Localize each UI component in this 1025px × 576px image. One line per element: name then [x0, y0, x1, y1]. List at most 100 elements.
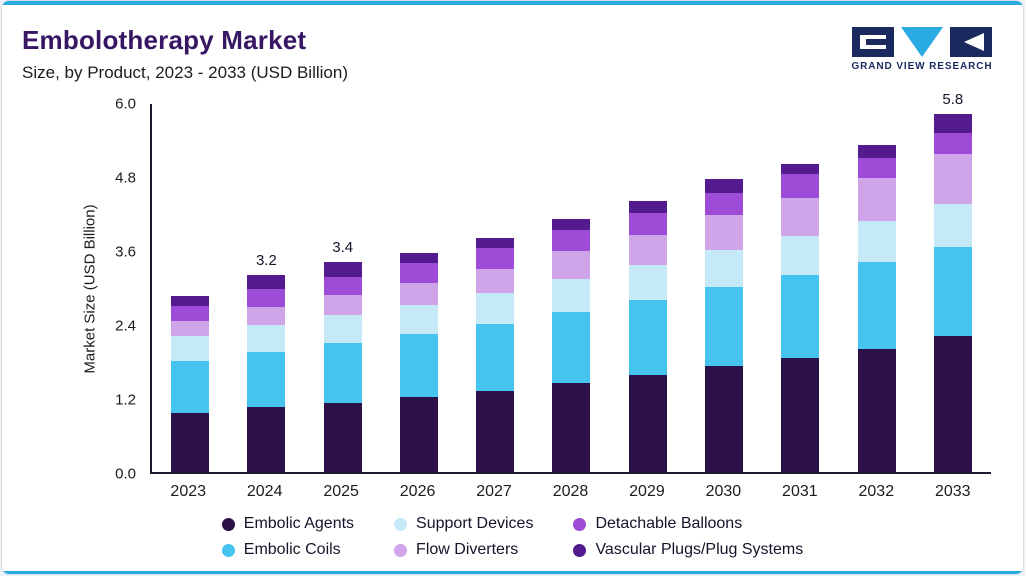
bar-segment-support-devices: [552, 278, 591, 312]
bar-stack: [933, 114, 972, 472]
legend-label: Embolic Coils: [243, 541, 341, 558]
y-axis-title: Market Size (USD Billion): [81, 204, 99, 374]
bar-segment-embolic-agents: [857, 348, 896, 472]
x-tick-label-2033: 2033: [934, 483, 971, 500]
bar-total-label: 3.2: [255, 251, 277, 269]
bar-group-2025: 3.4: [305, 104, 381, 472]
bar-segment-detachable-balloons: [857, 157, 896, 178]
plot-area: 3.2 3.4 5.8: [150, 91, 991, 474]
x-tick-label-2032: 2032: [858, 483, 895, 500]
bar-segment-flow-diverters: [171, 320, 210, 337]
grand-view-research-logo: GRAND VIEW RESEARCH: [847, 27, 997, 72]
bar-segment-embolic-agents: [399, 396, 438, 472]
bar-segment-embolic-coils: [781, 274, 820, 358]
bar-segment-support-devices: [476, 293, 515, 324]
bar-segment-vascular-plugs-plug-systems: [171, 296, 210, 306]
bar-segment-vascular-plugs-plug-systems: [857, 145, 896, 158]
x-tick-label-2025: 2025: [323, 483, 359, 500]
legend-label: Support Devices: [416, 515, 534, 532]
bar-segment-embolic-agents: [628, 375, 667, 472]
x-tick-label-2027: 2027: [476, 483, 512, 500]
bar-stack: [628, 200, 667, 472]
bar-segment-embolic-agents: [933, 336, 972, 472]
bar-segment-detachable-balloons: [704, 192, 743, 216]
bar-segment-embolic-agents: [704, 365, 743, 472]
chart-header: Embolotherapy Market Size, by Product, 2…: [22, 25, 348, 83]
bar-group-2027: [457, 104, 533, 472]
bar-stack: [857, 145, 896, 472]
bar-segment-embolic-agents: [781, 357, 820, 472]
bar-group-2032: [838, 104, 914, 472]
bar-segment-flow-diverters: [552, 251, 591, 279]
bar-stack: [781, 163, 820, 472]
bar-segment-vascular-plugs-plug-systems: [628, 200, 667, 213]
legend-label: Flow Diverters: [416, 541, 519, 558]
legend-swatch-icon: [221, 543, 235, 557]
bar-segment-vascular-plugs-plug-systems: [399, 253, 438, 263]
bar-group-2030: [686, 104, 762, 472]
legend-grid: Embolic Agents Support Devices Detachable …: [221, 515, 803, 559]
legend-label: Vascular Plugs/Plug Systems: [595, 541, 804, 558]
legend-label: Embolic Agents: [243, 515, 355, 532]
legend-swatch-icon: [573, 517, 587, 531]
x-tick-label-2030: 2030: [705, 483, 742, 500]
bar-stack: [476, 237, 515, 472]
bar-segment-support-devices: [323, 315, 362, 344]
bar-segment-detachable-balloons: [171, 305, 210, 321]
y-tick-label: 0.0: [115, 465, 136, 483]
bar-group-2023: [152, 104, 228, 473]
bar-segment-support-devices: [399, 304, 438, 334]
logo-glyphs-icon: [852, 27, 992, 57]
legend-item-detachable-balloons: Detachable Balloons: [573, 515, 803, 533]
bar-segment-embolic-coils: [323, 343, 362, 403]
bar-segment-vascular-plugs-plug-systems: [323, 262, 362, 277]
bar-group-2028: [533, 104, 609, 473]
page-subtitle: Size, by Product, 2023 - 2033 (USD Billi…: [22, 63, 348, 82]
bar-segment-embolic-coils: [247, 351, 286, 408]
legend-item-vascular-plugs-plug-systems: Vascular Plugs/Plug Systems: [573, 541, 803, 559]
bar-segment-flow-diverters: [933, 154, 972, 204]
legend-swatch-icon: [394, 517, 408, 531]
y-tick-label: 4.8: [115, 169, 136, 187]
x-axis-tick-labels: 2023 2024 2025 2026 2027 2028 2029 2030 2031 2032…: [150, 483, 991, 501]
bar-group-2033: 5.8: [915, 91, 991, 472]
bar-segment-embolic-coils: [171, 361, 210, 414]
bar-segment-embolic-coils: [857, 262, 896, 349]
legend-item-support-devices: Support Devices: [394, 515, 533, 533]
bar-segment-flow-diverters: [247, 306, 286, 326]
bar-group-2024: 3.2: [228, 104, 304, 472]
bar-segment-vascular-plugs-plug-systems: [247, 274, 286, 290]
legend-item-embolic-coils: Embolic Coils: [221, 541, 354, 559]
bar-segment-support-devices: [628, 265, 667, 300]
bar-segment-embolic-agents: [552, 382, 591, 473]
bottom-accent-bar: [2, 571, 1023, 574]
y-axis-tick-labels: 6.0 4.8 3.6 2.4 1.2 0.0: [98, 96, 144, 483]
stacked-bar-chart: Market Size (USD Billion) 6.0 4.8 3.6 2.4 1.…: [2, 91, 1023, 574]
bar-segment-support-devices: [247, 325, 286, 352]
legend-item-embolic-agents: Embolic Agents: [221, 515, 355, 533]
bar-segment-support-devices: [171, 336, 210, 362]
logo-text: GRAND VIEW RESEARCH: [851, 61, 993, 72]
bar-segment-detachable-balloons: [781, 174, 820, 198]
bar-segment-vascular-plugs-plug-systems: [476, 237, 515, 249]
bar-total-label: 5.8: [942, 91, 964, 109]
bar-segment-embolic-coils: [552, 311, 591, 383]
bar-segment-flow-diverters: [323, 295, 362, 316]
x-tick-label-2031: 2031: [782, 483, 818, 500]
bar-segment-vascular-plugs-plug-systems: [933, 114, 972, 133]
bar-segment-flow-diverters: [399, 282, 438, 305]
x-tick-label-2029: 2029: [629, 483, 665, 500]
legend-item-flow-diverters: Flow Diverters: [394, 541, 533, 559]
bar-segment-embolic-coils: [476, 324, 515, 391]
bar-segment-embolic-agents: [247, 407, 286, 472]
bar-segment-detachable-balloons: [399, 262, 438, 283]
bar-segment-embolic-coils: [933, 246, 972, 337]
bar-segment-support-devices: [933, 203, 972, 247]
chart-legend: Embolic Agents Support Devices Detachable …: [2, 515, 1023, 559]
bar-segment-embolic-agents: [476, 390, 515, 472]
bar-segment-detachable-balloons: [323, 276, 362, 296]
bar-group-2031: [762, 104, 838, 472]
y-tick-label: 6.0: [115, 95, 136, 113]
bar-stack: [399, 253, 438, 472]
